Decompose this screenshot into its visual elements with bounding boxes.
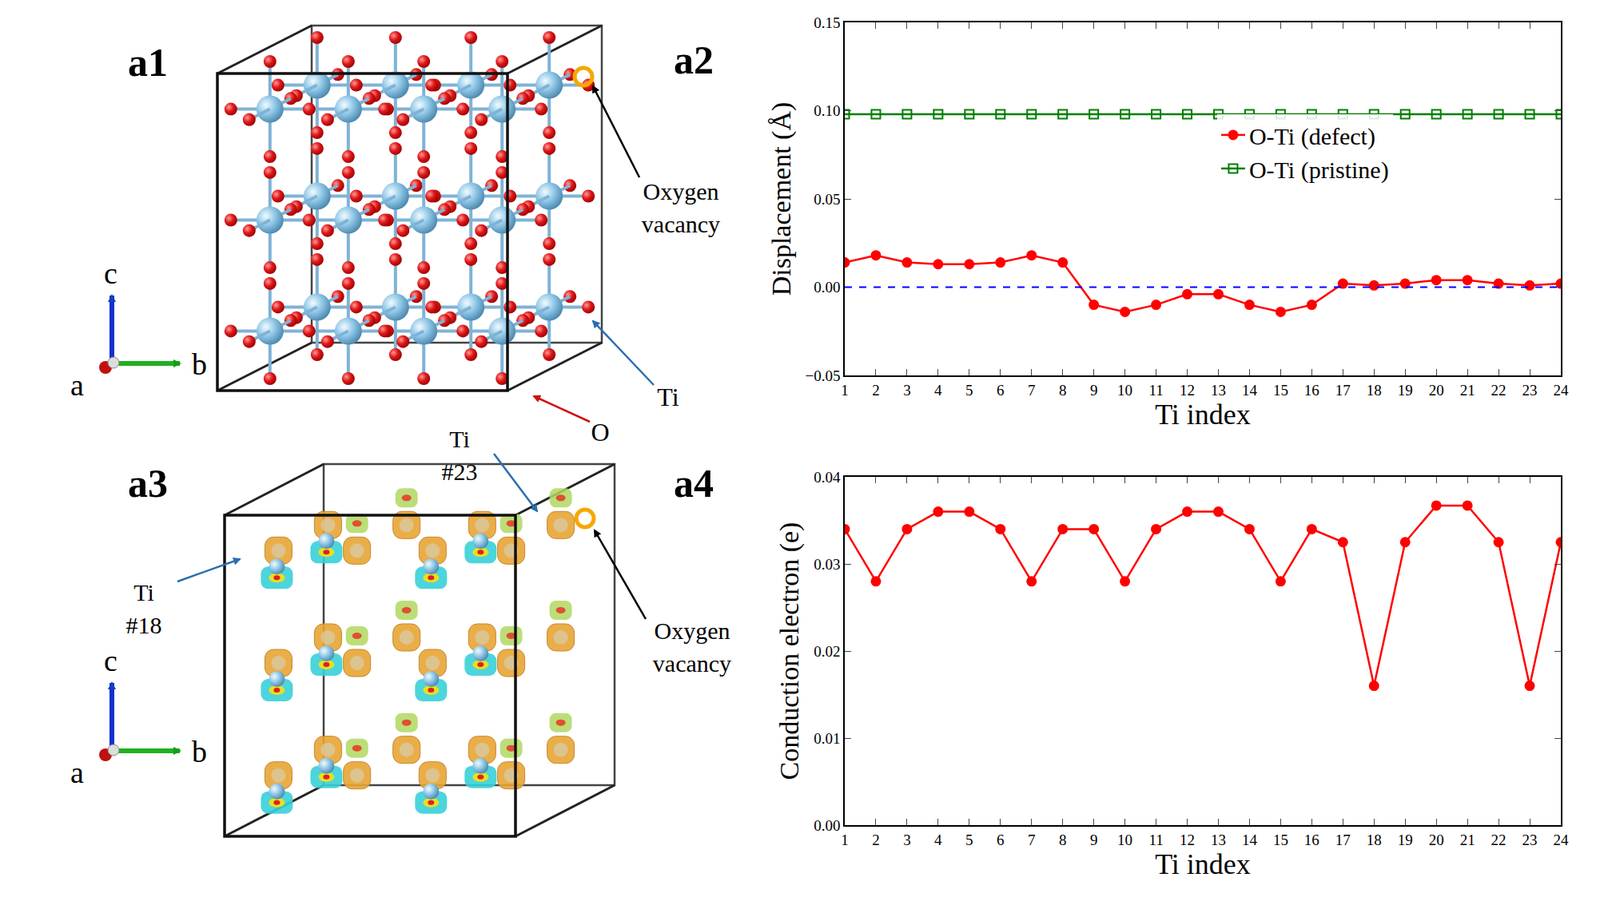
svg-text:0.03: 0.03: [813, 556, 840, 574]
svg-text:9: 9: [1090, 382, 1099, 399]
svg-text:11: 11: [1148, 831, 1163, 849]
svg-text:Oxygenvacancy: Oxygenvacancy: [652, 617, 732, 677]
svg-text:3: 3: [903, 831, 912, 849]
svg-text:1: 1: [840, 831, 849, 849]
svg-text:16: 16: [1304, 831, 1320, 849]
svg-text:16: 16: [1304, 382, 1320, 399]
svg-text:−0.05: −0.05: [804, 367, 840, 385]
svg-text:24: 24: [1553, 382, 1570, 399]
svg-text:Oxygenvacancy: Oxygenvacancy: [641, 178, 721, 238]
svg-text:c: c: [103, 256, 118, 291]
svg-text:Conduction electron (e): Conduction electron (e): [774, 522, 805, 781]
svg-text:Ti: Ti: [656, 382, 679, 412]
svg-text:18: 18: [1366, 831, 1382, 849]
svg-text:19: 19: [1397, 382, 1413, 399]
svg-text:0.00: 0.00: [813, 817, 840, 835]
svg-text:Ti index: Ti index: [1154, 848, 1251, 881]
svg-text:0.04: 0.04: [813, 469, 841, 486]
svg-text:14: 14: [1241, 382, 1258, 399]
svg-text:8: 8: [1058, 831, 1067, 849]
svg-text:b: b: [191, 347, 207, 382]
svg-text:12: 12: [1179, 831, 1195, 849]
svg-text:a: a: [70, 756, 84, 790]
svg-text:O: O: [590, 417, 609, 447]
svg-text:4: 4: [934, 382, 943, 399]
svg-text:a4: a4: [673, 461, 714, 506]
svg-text:6: 6: [996, 382, 1005, 399]
svg-text:20: 20: [1428, 831, 1445, 849]
svg-text:0.10: 0.10: [813, 102, 840, 120]
svg-text:Ti#23: Ti#23: [441, 425, 478, 486]
svg-text:0.01: 0.01: [813, 730, 840, 748]
svg-text:6: 6: [996, 831, 1005, 849]
svg-text:O-Ti (pristine): O-Ti (pristine): [1249, 156, 1390, 184]
svg-text:15: 15: [1273, 831, 1289, 849]
svg-text:13: 13: [1210, 382, 1226, 399]
svg-text:5: 5: [965, 831, 974, 849]
svg-text:b: b: [191, 735, 207, 769]
svg-text:8: 8: [1058, 382, 1067, 399]
svg-text:23: 23: [1522, 382, 1538, 399]
svg-text:10: 10: [1117, 831, 1133, 849]
svg-text:0.05: 0.05: [813, 191, 840, 208]
svg-text:7: 7: [1027, 382, 1036, 399]
svg-text:22: 22: [1491, 382, 1507, 399]
svg-text:a3: a3: [127, 461, 168, 506]
svg-text:2: 2: [871, 382, 880, 399]
svg-text:13: 13: [1210, 831, 1226, 849]
svg-text:3: 3: [903, 382, 912, 399]
svg-text:12: 12: [1179, 382, 1195, 399]
svg-text:21: 21: [1460, 831, 1476, 849]
svg-text:a2: a2: [673, 37, 714, 83]
svg-text:0.15: 0.15: [813, 14, 840, 32]
svg-text:2: 2: [871, 831, 880, 849]
svg-text:23: 23: [1522, 831, 1538, 849]
svg-text:14: 14: [1241, 831, 1258, 849]
svg-text:0.02: 0.02: [813, 643, 840, 661]
svg-text:24: 24: [1553, 831, 1570, 849]
svg-text:c: c: [103, 644, 118, 678]
svg-text:a1: a1: [127, 39, 168, 85]
svg-text:10: 10: [1117, 382, 1133, 399]
svg-text:19: 19: [1397, 831, 1413, 849]
svg-text:22: 22: [1491, 831, 1507, 849]
svg-text:20: 20: [1428, 382, 1445, 399]
svg-text:Ti#18: Ti#18: [126, 579, 163, 639]
svg-text:17: 17: [1335, 831, 1351, 849]
svg-text:7: 7: [1027, 831, 1036, 849]
svg-text:Displacement (Å): Displacement (Å): [766, 102, 797, 297]
svg-text:17: 17: [1335, 382, 1351, 399]
svg-text:21: 21: [1460, 382, 1476, 399]
svg-text:9: 9: [1090, 831, 1099, 849]
svg-text:11: 11: [1148, 382, 1163, 399]
svg-text:O-Ti (defect): O-Ti (defect): [1249, 123, 1376, 151]
svg-text:0.00: 0.00: [813, 278, 840, 296]
svg-text:4: 4: [934, 831, 943, 849]
svg-text:a: a: [70, 368, 84, 402]
svg-text:15: 15: [1273, 382, 1289, 399]
svg-text:5: 5: [965, 382, 974, 399]
svg-text:1: 1: [840, 382, 849, 399]
svg-text:Ti index: Ti index: [1154, 398, 1251, 431]
svg-text:18: 18: [1366, 382, 1382, 399]
